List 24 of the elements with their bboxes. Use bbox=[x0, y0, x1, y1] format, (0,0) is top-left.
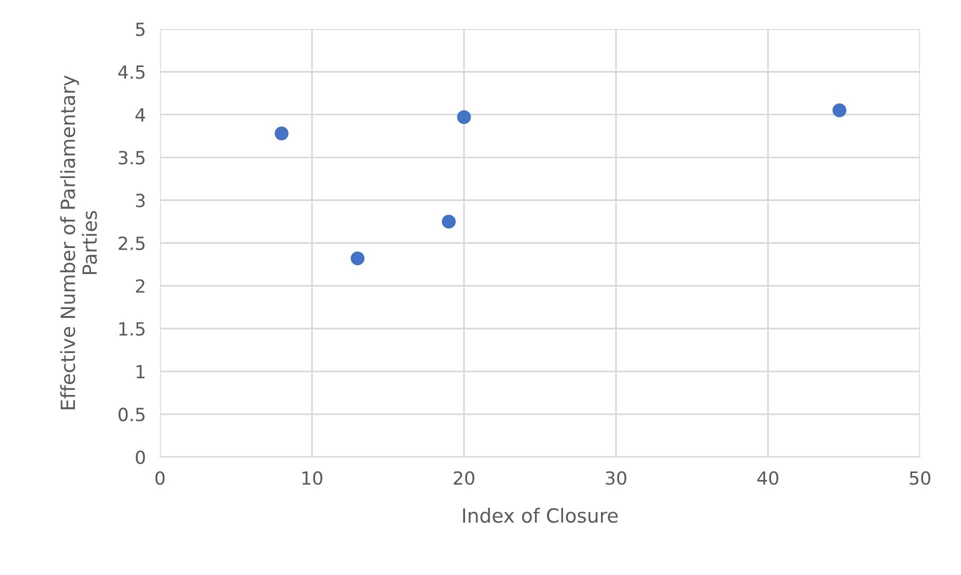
y-axis-title: Effective Number of Parliamentary Parties bbox=[60, 75, 97, 410]
point bbox=[457, 110, 471, 124]
y-tick-label: 1 bbox=[136, 365, 144, 378]
y-tick-label: 2 bbox=[136, 279, 144, 293]
x-tick-label: 20 bbox=[454, 471, 474, 485]
point bbox=[350, 252, 365, 266]
y-tick-label: 4.5 bbox=[118, 65, 145, 79]
x-tick-label: 50 bbox=[910, 471, 930, 485]
point bbox=[274, 126, 289, 140]
y-tick-label: 3.5 bbox=[118, 150, 145, 165]
x-axis-title: Index of Closure bbox=[463, 508, 618, 523]
point bbox=[442, 214, 456, 229]
x-tick-label: 40 bbox=[757, 471, 778, 485]
x-tick-label: 0 bbox=[155, 471, 165, 485]
y-tick-label: 1.5 bbox=[119, 322, 145, 336]
y-tick-label: 2.5 bbox=[118, 236, 145, 250]
y-tick-label: 0.5 bbox=[118, 408, 145, 422]
x-tick-label: 30 bbox=[606, 471, 626, 485]
point bbox=[832, 103, 846, 118]
x-tick-label: 10 bbox=[302, 471, 322, 485]
y-tick-label: 4 bbox=[136, 108, 146, 122]
y-tick-label: 0 bbox=[136, 450, 145, 464]
y-tick-label: 3 bbox=[136, 194, 145, 208]
y-tick-label: 5 bbox=[136, 22, 145, 36]
